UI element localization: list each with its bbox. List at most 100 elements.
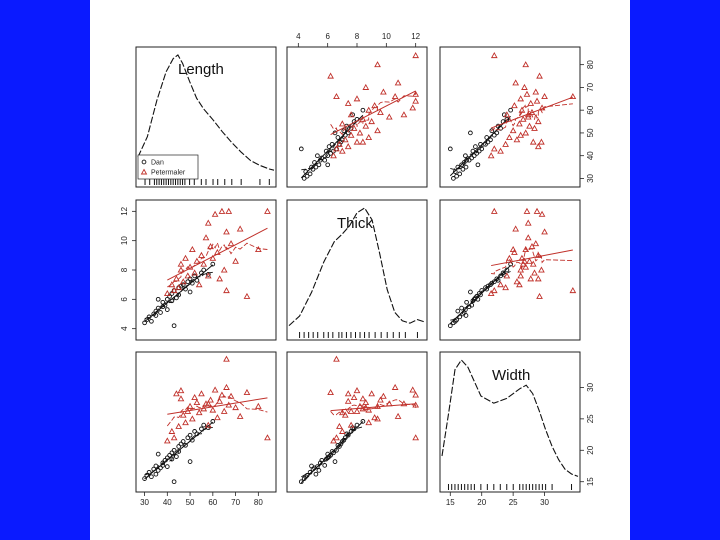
point-dan	[160, 299, 166, 305]
point-petermaler	[220, 266, 228, 273]
point-petermaler	[365, 133, 373, 141]
point-dan	[470, 298, 476, 304]
point-dan	[508, 107, 513, 113]
point-petermaler	[182, 419, 189, 426]
point-dan	[180, 439, 186, 444]
point-petermaler	[341, 136, 349, 143]
tick-label-length: 30	[586, 173, 595, 182]
point-petermaler	[380, 392, 387, 399]
point-dan	[155, 451, 161, 457]
point-petermaler	[184, 272, 192, 279]
point-petermaler	[506, 254, 513, 261]
tick-label-thick: 6	[120, 297, 129, 302]
point-dan	[323, 456, 329, 462]
point-petermaler	[412, 434, 420, 441]
point-dan	[451, 176, 456, 181]
point-dan	[469, 155, 475, 161]
point-petermaler	[264, 207, 271, 214]
point-petermaler	[264, 434, 271, 441]
point-dan	[326, 144, 332, 149]
point-petermaler	[519, 115, 527, 122]
tick-label-thick: 10	[120, 236, 129, 245]
point-petermaler	[523, 90, 531, 97]
regression-line-petermaler	[491, 249, 573, 267]
regression-line-dan	[449, 264, 511, 324]
point-petermaler	[374, 402, 381, 409]
point-dan	[447, 146, 453, 152]
smooth-curve-petermaler	[491, 246, 573, 275]
point-dan	[325, 153, 331, 159]
point-dan	[304, 173, 310, 179]
point-petermaler	[532, 88, 540, 95]
point-petermaler	[368, 118, 376, 125]
point-dan	[149, 318, 154, 324]
point-dan	[464, 299, 469, 305]
panel-thick-vs-width	[439, 199, 581, 341]
point-petermaler	[412, 97, 420, 104]
point-petermaler	[353, 95, 361, 102]
point-petermaler	[175, 422, 183, 429]
point-dan	[187, 432, 193, 438]
point-petermaler	[236, 412, 244, 419]
tick-label-length: 70	[586, 82, 595, 91]
smooth-curve-petermaler	[166, 395, 268, 427]
point-dan	[468, 130, 473, 136]
point-petermaler	[516, 281, 523, 288]
point-dan	[322, 157, 328, 163]
point-petermaler	[200, 260, 208, 267]
point-dan	[489, 280, 495, 286]
point-petermaler	[236, 225, 244, 232]
point-petermaler	[538, 138, 545, 145]
point-petermaler	[538, 210, 546, 217]
point-petermaler	[374, 61, 381, 68]
point-petermaler	[497, 281, 504, 288]
point-petermaler	[511, 102, 518, 109]
point-petermaler	[223, 287, 230, 294]
point-petermaler	[519, 260, 527, 267]
point-petermaler	[517, 266, 525, 273]
point-dan	[452, 318, 458, 324]
point-petermaler	[243, 388, 251, 395]
tick-label-width: 15	[446, 498, 455, 507]
smooth-curve-dan	[450, 118, 511, 170]
point-dan	[155, 296, 161, 302]
smooth-curve-petermaler	[330, 92, 417, 136]
point-petermaler	[490, 52, 498, 59]
point-petermaler	[254, 245, 262, 252]
point-dan	[341, 437, 347, 443]
point-petermaler	[368, 390, 376, 397]
point-petermaler	[330, 152, 337, 159]
point-petermaler	[350, 124, 358, 131]
point-petermaler	[204, 219, 212, 226]
panel-thick-vs-thick: Thick	[286, 199, 428, 341]
point-dan	[454, 173, 459, 179]
point-petermaler	[177, 266, 185, 273]
point-petermaler	[524, 219, 532, 226]
point-petermaler	[195, 281, 203, 288]
panel-length-vs-width	[439, 46, 581, 188]
panel-frame	[439, 199, 581, 341]
regression-line-dan	[449, 115, 511, 177]
panel-width-vs-thick	[286, 351, 428, 493]
point-petermaler	[225, 207, 233, 214]
regression-line-petermaler	[167, 227, 268, 281]
tick-label-length: 40	[163, 498, 172, 507]
point-dan	[325, 162, 331, 168]
point-petermaler	[344, 397, 352, 404]
point-petermaler	[356, 129, 364, 136]
point-petermaler	[513, 136, 521, 143]
point-petermaler	[353, 387, 361, 394]
point-petermaler	[516, 120, 523, 127]
point-petermaler	[327, 388, 334, 395]
point-petermaler	[220, 407, 228, 414]
point-petermaler	[198, 251, 205, 258]
point-dan	[455, 308, 461, 314]
panel-frame	[135, 46, 277, 188]
point-dan	[483, 141, 488, 147]
tick-label-width: 20	[477, 498, 486, 507]
tick-label-thick: 8	[355, 32, 360, 41]
point-petermaler	[541, 228, 548, 235]
tick-label-length: 80	[254, 498, 263, 507]
point-petermaler	[344, 390, 352, 397]
point-dan	[447, 323, 453, 329]
